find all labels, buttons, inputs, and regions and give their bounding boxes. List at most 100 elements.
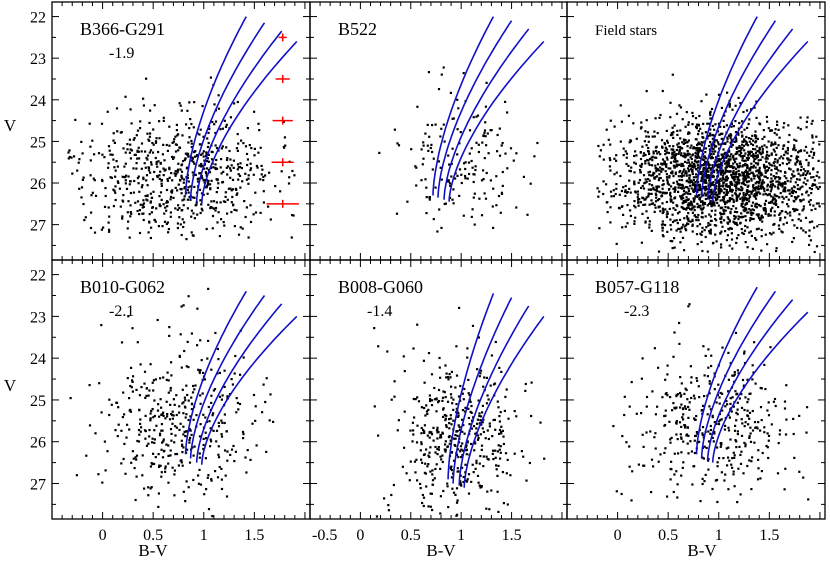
star-point [175,394,178,397]
star-point [201,105,204,108]
star-point [687,132,690,135]
star-point [123,442,126,445]
star-point [461,409,465,412]
star-point [235,397,238,400]
star-point [647,146,650,150]
star-point [626,204,629,207]
star-point [455,501,459,504]
star-point [743,164,746,167]
star-point [772,148,775,151]
star-point [634,190,637,193]
star-point [459,131,462,134]
star-point [459,445,463,448]
star-point [174,143,177,146]
star-point [147,169,151,172]
star-point [462,214,465,217]
star-point [661,220,664,223]
star-point [218,395,222,398]
star-point [460,484,463,487]
star-point [168,176,171,179]
star-point [182,204,185,207]
star-point [113,189,116,192]
star-point [254,211,258,214]
star-point [217,425,221,428]
star-point [499,445,502,448]
star-point [795,155,798,158]
star-point [166,413,169,416]
star-point [736,430,739,433]
star-point [689,181,692,184]
star-point [699,500,702,503]
star-point [815,245,819,248]
star-point [423,431,426,434]
star-point [655,170,658,173]
star-point [474,432,477,435]
star-point [618,193,621,196]
star-point [693,183,696,186]
star-point [671,126,674,129]
star-point [811,147,814,150]
star-point [106,450,109,453]
star-point [729,210,732,213]
star-point [744,215,747,218]
star-point [785,418,788,421]
star-point [214,331,217,335]
star-point [754,134,757,137]
star-point [434,451,437,454]
star-point [805,120,808,123]
star-point [646,131,650,134]
star-point [679,241,682,244]
star-point [482,169,485,172]
star-point [681,206,684,209]
star-point [487,398,490,401]
star-point [180,174,183,177]
star-point [802,229,805,232]
star-point [132,138,135,141]
star-point [656,132,659,135]
star-point [711,436,714,439]
star-point [467,492,471,495]
star-point [100,122,104,125]
isochrone-line [189,22,266,200]
star-point [259,211,262,214]
star-point [203,159,206,162]
star-point [637,463,640,466]
star-point [799,186,802,189]
star-point [262,190,265,193]
star-point [754,382,757,385]
star-point [731,156,734,159]
star-point [802,168,805,171]
star-point [778,433,781,436]
star-point [629,214,632,218]
star-point [396,429,399,432]
star-point [692,394,696,397]
y-axis-label-top: V [4,116,17,135]
star-point [232,166,235,169]
star-point [792,147,795,150]
star-point [645,431,648,434]
star-point [734,439,737,442]
star-point [796,169,799,172]
star-point [429,470,432,473]
star-point [596,187,599,190]
star-point [500,425,503,428]
star-point [810,192,813,195]
star-point [717,420,720,423]
star-point [732,200,735,204]
star-point [482,385,485,388]
star-point [233,372,236,375]
star-point [784,467,787,470]
star-point [671,151,674,154]
star-point [702,158,705,161]
star-point [755,213,758,216]
star-point [689,365,692,368]
star-point [145,198,148,201]
star-point [711,124,714,128]
star-point [146,184,149,187]
star-point [724,142,727,145]
star-point [750,142,753,145]
star-point [800,227,803,230]
star-point [634,150,637,153]
star-point [689,168,693,171]
